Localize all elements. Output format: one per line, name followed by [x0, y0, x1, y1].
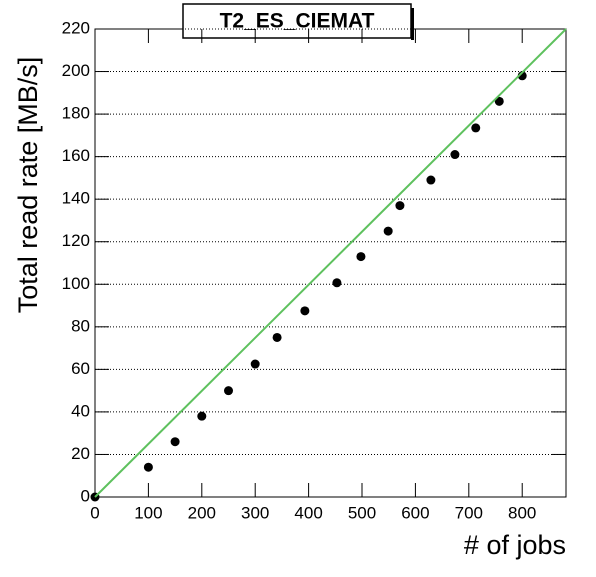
- y-tick-label: 220: [62, 18, 90, 37]
- data-point: [356, 252, 366, 262]
- y-tick-label: 60: [71, 359, 90, 378]
- y-tick-label: 180: [62, 104, 90, 123]
- data-point: [272, 332, 282, 342]
- x-tick-label: 200: [188, 503, 216, 522]
- title-shadow: [411, 8, 414, 40]
- y-tick-label: 140: [62, 189, 90, 208]
- data-point: [383, 226, 393, 236]
- data-point: [170, 437, 180, 447]
- data-point: [224, 386, 234, 396]
- data-point: [471, 123, 481, 133]
- y-tick-label: 0: [81, 486, 90, 505]
- x-tick-label: 300: [241, 503, 269, 522]
- x-tick-label: 800: [508, 503, 536, 522]
- x-tick-label: 100: [134, 503, 162, 522]
- x-tick-label: 500: [348, 503, 376, 522]
- data-point: [426, 175, 436, 185]
- x-axis-label: # of jobs: [464, 530, 566, 560]
- y-axis-label: Total read rate [MB/s]: [13, 57, 43, 314]
- y-tick-label: 120: [62, 231, 90, 250]
- data-point: [494, 96, 504, 106]
- data-point: [143, 462, 153, 472]
- chart-title: T2_ES_CIEMAT: [220, 10, 375, 33]
- y-tick-label: 160: [62, 146, 90, 165]
- x-tick-label: 700: [455, 503, 483, 522]
- x-tick-label: 600: [401, 503, 429, 522]
- y-tick-label: 20: [71, 444, 90, 463]
- x-tick-label: 0: [90, 503, 99, 522]
- x-tick-label: 400: [294, 503, 322, 522]
- data-point: [332, 278, 342, 288]
- data-point: [300, 306, 310, 316]
- fit-line: [94, 28, 567, 498]
- y-tick-label: 80: [71, 316, 90, 335]
- data-point: [395, 201, 405, 211]
- data-point: [250, 359, 260, 369]
- data-point: [197, 411, 207, 421]
- title-box: [182, 3, 412, 39]
- y-tick-label: 200: [62, 61, 90, 80]
- data-point: [450, 150, 460, 160]
- y-tick-label: 100: [62, 274, 90, 293]
- y-tick-label: 40: [71, 401, 90, 420]
